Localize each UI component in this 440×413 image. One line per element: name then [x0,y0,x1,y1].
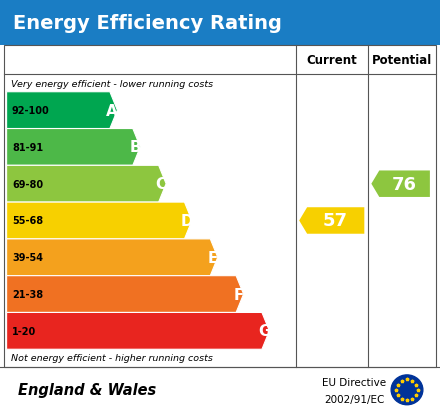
Polygon shape [7,166,166,203]
Polygon shape [7,313,269,349]
Bar [0,367,440,413]
Text: Potential: Potential [372,54,432,67]
Text: 1-20: 1-20 [12,326,36,336]
Bar [0,0,440,46]
Text: 76: 76 [392,175,417,193]
Text: A: A [106,103,118,119]
Text: 69-80: 69-80 [12,179,43,189]
Text: C: C [155,177,167,192]
Text: Energy Efficiency Rating: Energy Efficiency Rating [13,14,282,33]
Polygon shape [7,203,192,239]
Text: 21-38: 21-38 [12,290,43,299]
Text: E: E [208,250,218,265]
Text: D: D [180,214,193,228]
Text: 55-68: 55-68 [12,216,43,226]
Text: 81-91: 81-91 [12,142,43,152]
Text: EU Directive: EU Directive [322,377,386,387]
Text: Not energy efficient - higher running costs: Not energy efficient - higher running co… [11,354,213,363]
Polygon shape [299,208,364,234]
Text: Current: Current [306,54,357,67]
Text: B: B [129,140,141,155]
Text: G: G [258,323,271,339]
Text: Very energy efficient - lower running costs: Very energy efficient - lower running co… [11,79,213,88]
Text: 92-100: 92-100 [12,106,50,116]
Text: England & Wales: England & Wales [18,382,156,397]
Text: 57: 57 [323,212,348,230]
Polygon shape [7,93,117,129]
Text: F: F [233,287,244,302]
Circle shape [391,375,423,405]
Polygon shape [7,129,140,166]
Text: 2002/91/EC: 2002/91/EC [324,394,385,404]
Bar [4,46,436,367]
Text: 39-54: 39-54 [12,253,43,263]
Polygon shape [7,276,244,313]
Polygon shape [371,171,430,197]
Polygon shape [7,239,218,276]
